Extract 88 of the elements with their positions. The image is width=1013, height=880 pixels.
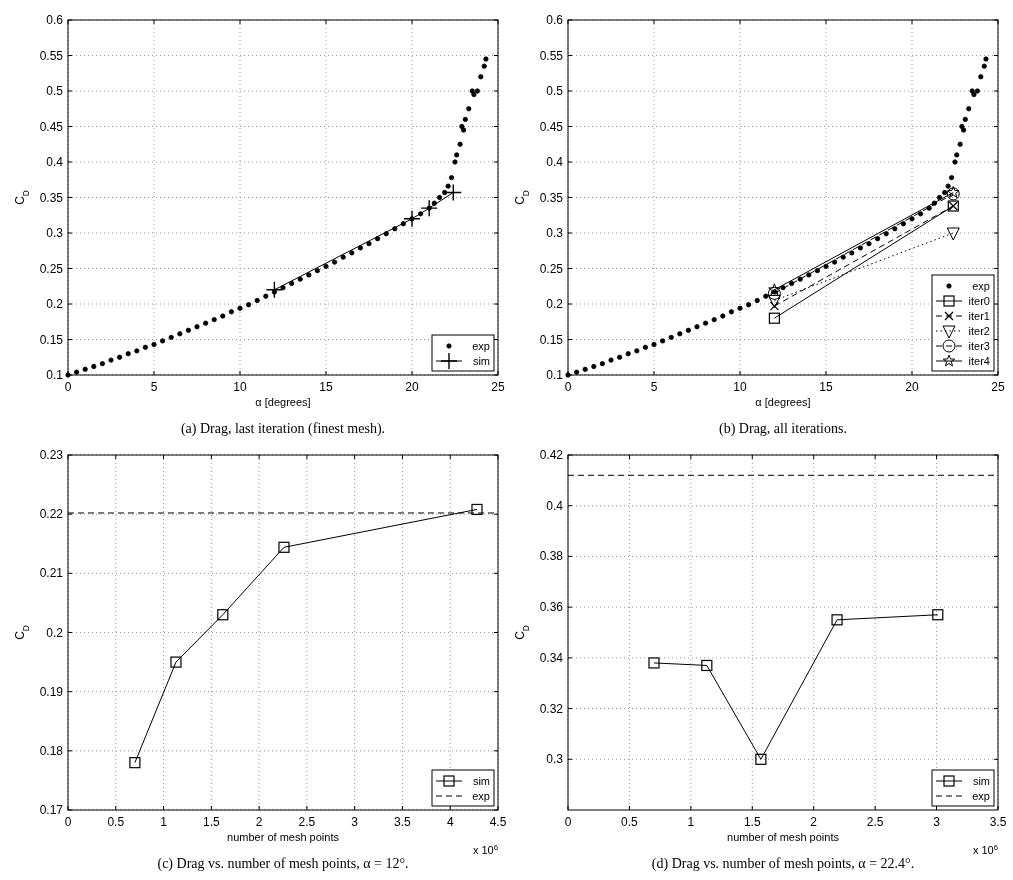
y-tick-label: 0.35 xyxy=(39,190,64,205)
x-tick-label: 2 xyxy=(810,815,818,829)
y-tick-label: 0.6 xyxy=(546,13,564,27)
y-tick-label: 0.55 xyxy=(39,48,64,63)
y-tick-label: 0.15 xyxy=(39,332,64,347)
y-tick-label: 0.4 xyxy=(546,155,564,169)
x-tick-label: 15 xyxy=(319,380,333,394)
y-tick-label: 0.2 xyxy=(46,297,64,311)
x-axis-title: number of mesh points xyxy=(227,831,340,843)
text: x 10$^{6}$ xyxy=(472,842,498,856)
x-tick-label: 10 xyxy=(233,380,247,394)
x-tick-label: 0 xyxy=(564,815,572,829)
y-tick-label: 0.45 xyxy=(539,119,564,134)
legend-label: iter0 xyxy=(968,295,990,307)
x-tick-label: 20 xyxy=(405,380,419,394)
x-tick-label: 4 xyxy=(446,815,454,829)
y-tick-label: 0.4 xyxy=(46,155,64,169)
legend-label: iter3 xyxy=(968,340,990,352)
y-tick-label: 0.2 xyxy=(546,297,564,311)
text: x 10$^{6}$ xyxy=(972,842,998,856)
x-tick-label: 0 xyxy=(564,380,572,394)
y-tick-label: 0.15 xyxy=(539,332,564,347)
x-tick-label: 2 xyxy=(255,815,263,829)
legend-label: sim xyxy=(472,355,490,367)
y-tick-label: 0.42 xyxy=(539,448,564,462)
x-tick-label: 1.5 xyxy=(202,815,220,829)
y-tick-label: 0.3 xyxy=(46,226,64,240)
x-tick-label: 10 xyxy=(733,380,747,394)
y-tick-label: 0.21 xyxy=(39,566,64,581)
y-tick-label: 0.32 xyxy=(539,701,564,716)
text: (a) Drag, last iteration (finest mesh). xyxy=(180,421,386,437)
y-tick-label: 0.5 xyxy=(546,84,564,98)
x-tick-label: 4.5 xyxy=(489,815,507,829)
y-tick-label: 0.45 xyxy=(39,119,64,134)
x-tick-label: 3.5 xyxy=(394,815,412,829)
y-tick-label: 0.18 xyxy=(39,743,64,758)
y-tick-label: 0.1 xyxy=(546,368,564,382)
x-tick-label: 2.5 xyxy=(298,815,316,829)
text: (c) Drag vs. number of mesh points, α = 12°. xyxy=(157,856,409,872)
x-tick-label: 5 xyxy=(650,380,658,394)
x-tick-label: 0 xyxy=(64,815,72,829)
x-tick-label: 0.5 xyxy=(107,815,125,829)
legend-label: sim xyxy=(472,775,490,787)
x-tick-label: 1 xyxy=(687,815,695,829)
y-tick-label: 0.36 xyxy=(539,600,564,615)
legend-label: sim xyxy=(972,775,990,787)
x-axis-title: α [degrees] xyxy=(255,396,311,408)
legend-label: iter4 xyxy=(968,355,990,367)
x-axis-title: number of mesh points xyxy=(727,831,840,843)
legend-label: exp xyxy=(972,790,990,802)
x-tick-label: 1.5 xyxy=(743,815,761,829)
x-tick-label: 15 xyxy=(819,380,833,394)
legend-label: iter1 xyxy=(968,310,990,322)
y-tick-label: 0.17 xyxy=(39,803,64,817)
legend-label: exp xyxy=(472,340,490,352)
x-tick-label: 25 xyxy=(491,380,505,394)
y-tick-label: 0.23 xyxy=(39,448,64,462)
x-tick-label: 3 xyxy=(933,815,941,829)
y-tick-label: 0.19 xyxy=(39,684,64,699)
x-tick-label: 20 xyxy=(905,380,919,394)
y-tick-label: 0.25 xyxy=(39,261,64,276)
y-tick-label: 0.38 xyxy=(539,549,564,564)
legend-label: exp xyxy=(972,280,990,292)
y-tick-label: 0.35 xyxy=(539,190,564,205)
y-tick-label: 0.6 xyxy=(46,13,64,27)
legend-label: exp xyxy=(472,790,490,802)
y-tick-label: 0.2 xyxy=(46,625,64,640)
text: (d) Drag vs. number of mesh points, α = 22.4°. xyxy=(651,856,915,872)
y-tick-label: 0.3 xyxy=(546,752,564,767)
x-axis-title: α [degrees] xyxy=(755,396,811,408)
x-tick-label: 3.5 xyxy=(989,815,1007,829)
y-tick-label: 0.25 xyxy=(539,261,564,276)
legend-label: iter2 xyxy=(968,325,990,337)
y-tick-label: 0.4 xyxy=(546,498,564,513)
x-tick-label: 0.5 xyxy=(621,815,639,829)
x-tick-label: 0 xyxy=(64,380,72,394)
x-tick-label: 1 xyxy=(160,815,168,829)
y-tick-label: 0.22 xyxy=(39,507,64,522)
y-tick-label: 0.3 xyxy=(546,226,564,240)
x-tick-label: 5 xyxy=(150,380,158,394)
y-tick-label: 0.5 xyxy=(46,84,64,98)
x-tick-label: 3 xyxy=(351,815,359,829)
x-tick-label: 25 xyxy=(991,380,1005,394)
text: (b) Drag, all iterations. xyxy=(719,421,847,437)
y-tick-label: 0.1 xyxy=(46,368,64,382)
y-tick-label: 0.34 xyxy=(539,650,564,665)
y-tick-label: 0.55 xyxy=(539,48,564,63)
x-tick-label: 2.5 xyxy=(866,815,884,829)
